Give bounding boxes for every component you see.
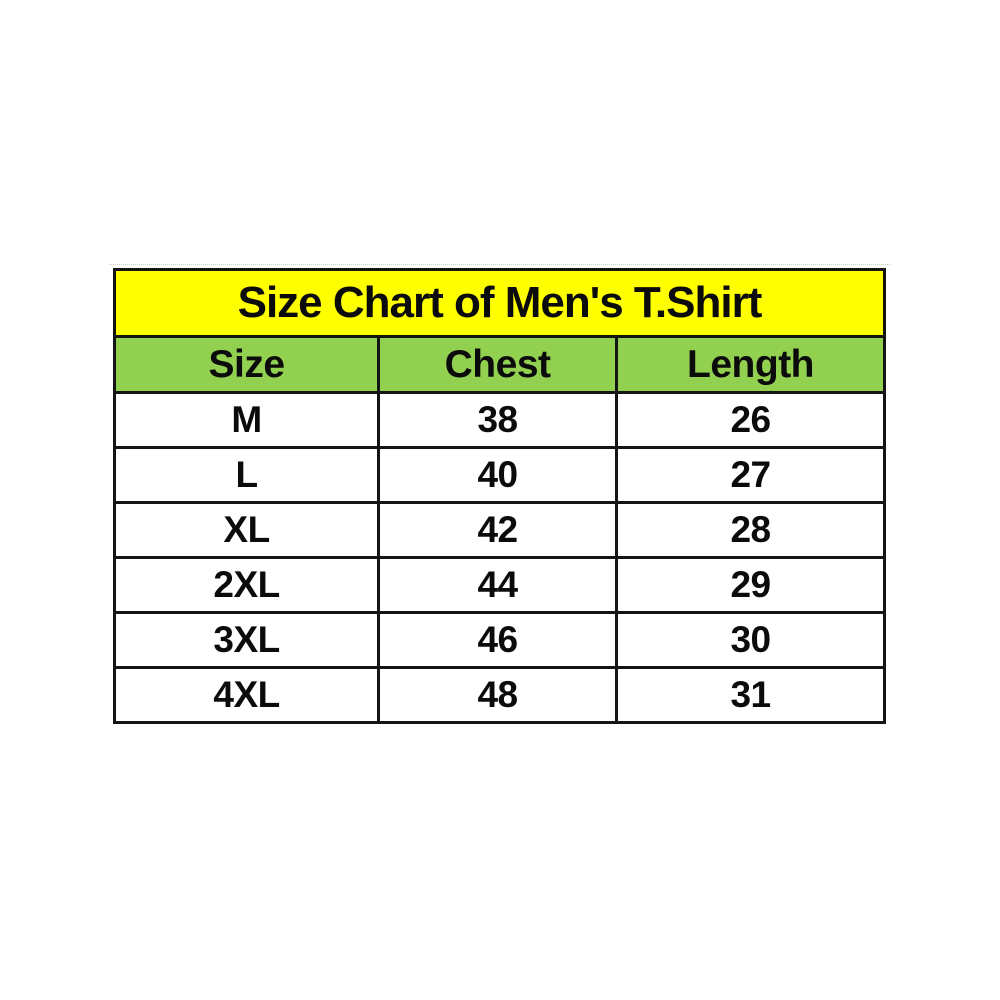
- table-title: Size Chart of Men's T.Shirt: [113, 268, 886, 338]
- size-cell: 3XL: [112, 611, 381, 669]
- length-cell: 31: [615, 666, 886, 724]
- length-cell: 26: [615, 391, 886, 449]
- chest-cell: 44: [377, 556, 619, 614]
- table-row: XL 42 28: [112, 501, 886, 559]
- table-row: M 38 26: [112, 391, 886, 449]
- table-row: 3XL 46 30: [112, 611, 886, 669]
- length-cell: 27: [615, 446, 886, 504]
- length-cell: 29: [615, 556, 886, 614]
- size-chart-table: Size Chart of Men's T.Shirt Size Chest L…: [112, 268, 886, 724]
- length-cell: 28: [615, 501, 886, 559]
- size-cell: 4XL: [112, 666, 381, 724]
- title-row: Size Chart of Men's T.Shirt: [113, 268, 886, 338]
- column-header-size: Size: [112, 335, 381, 394]
- chest-cell: 46: [377, 611, 619, 669]
- length-cell: 30: [615, 611, 886, 669]
- artifact-hairline: [109, 264, 890, 265]
- table-row: 4XL 48 31: [112, 666, 886, 724]
- chest-cell: 40: [377, 446, 619, 504]
- chest-cell: 38: [377, 391, 619, 449]
- column-header-chest: Chest: [377, 335, 619, 394]
- size-cell: XL: [112, 501, 381, 559]
- size-cell: L: [112, 446, 381, 504]
- table-row: 2XL 44 29: [112, 556, 886, 614]
- size-cell: M: [112, 391, 381, 449]
- size-cell: 2XL: [112, 556, 381, 614]
- column-header-length: Length: [615, 335, 886, 394]
- table-row: L 40 27: [112, 446, 886, 504]
- chest-cell: 42: [377, 501, 619, 559]
- header-row: Size Chest Length: [112, 335, 886, 394]
- chest-cell: 48: [377, 666, 619, 724]
